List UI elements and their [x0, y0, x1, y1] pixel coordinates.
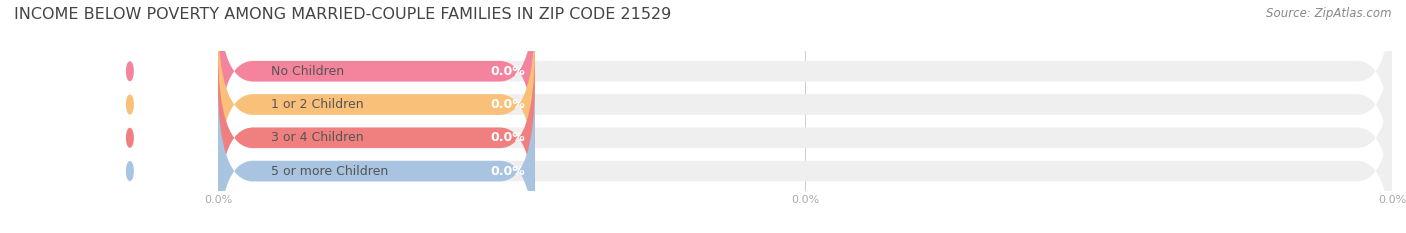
FancyBboxPatch shape: [218, 48, 534, 227]
FancyBboxPatch shape: [218, 15, 1392, 194]
FancyBboxPatch shape: [218, 48, 1392, 227]
FancyBboxPatch shape: [218, 0, 1392, 161]
FancyBboxPatch shape: [218, 82, 534, 233]
FancyBboxPatch shape: [218, 0, 534, 161]
Circle shape: [127, 162, 134, 180]
Text: 0.0%: 0.0%: [491, 98, 526, 111]
FancyBboxPatch shape: [218, 15, 534, 194]
Text: Source: ZipAtlas.com: Source: ZipAtlas.com: [1267, 7, 1392, 20]
Circle shape: [127, 128, 134, 147]
Text: 0.0%: 0.0%: [491, 131, 526, 144]
Text: 5 or more Children: 5 or more Children: [271, 164, 388, 178]
Text: 0.0%: 0.0%: [491, 164, 526, 178]
Circle shape: [127, 95, 134, 114]
Text: 1 or 2 Children: 1 or 2 Children: [271, 98, 363, 111]
Text: INCOME BELOW POVERTY AMONG MARRIED-COUPLE FAMILIES IN ZIP CODE 21529: INCOME BELOW POVERTY AMONG MARRIED-COUPL…: [14, 7, 671, 22]
Text: 0.0%: 0.0%: [491, 65, 526, 78]
Text: 3 or 4 Children: 3 or 4 Children: [271, 131, 363, 144]
Circle shape: [127, 62, 134, 81]
FancyBboxPatch shape: [218, 82, 1392, 233]
Text: No Children: No Children: [271, 65, 344, 78]
